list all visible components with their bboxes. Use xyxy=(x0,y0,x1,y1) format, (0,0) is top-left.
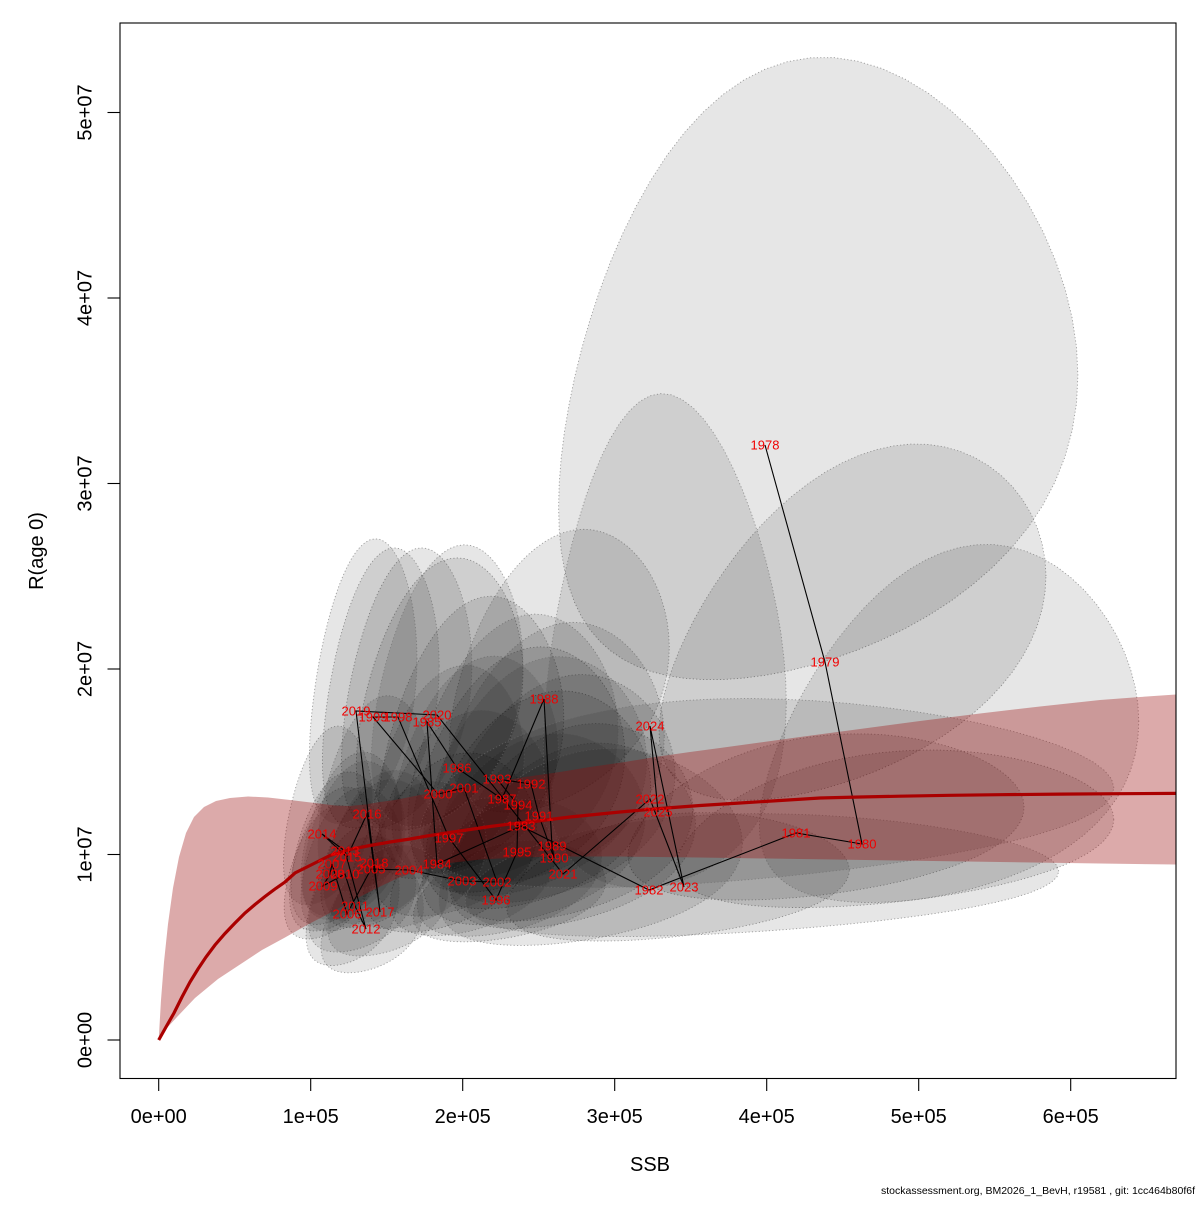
svg-text:1995: 1995 xyxy=(503,845,532,860)
svg-text:2024: 2024 xyxy=(636,719,665,734)
svg-text:2004: 2004 xyxy=(395,863,424,878)
svg-text:2014: 2014 xyxy=(308,827,337,842)
svg-text:1999: 1999 xyxy=(359,710,388,725)
svg-text:2017: 2017 xyxy=(366,905,395,920)
svg-text:1987: 1987 xyxy=(488,792,517,807)
svg-text:1e+05: 1e+05 xyxy=(283,1106,339,1128)
svg-text:2002: 2002 xyxy=(483,875,512,890)
svg-text:2021: 2021 xyxy=(549,867,578,882)
svg-text:2018: 2018 xyxy=(360,856,389,871)
svg-text:1991: 1991 xyxy=(525,809,554,824)
svg-text:3e+05: 3e+05 xyxy=(587,1106,643,1128)
svg-text:1985: 1985 xyxy=(413,715,442,730)
svg-text:1992: 1992 xyxy=(517,777,546,792)
svg-text:2005: 2005 xyxy=(357,862,386,877)
svg-text:stockassessment.org, BM2026_1_: stockassessment.org, BM2026_1_BevH, r195… xyxy=(881,1185,1195,1197)
svg-text:2011: 2011 xyxy=(341,899,369,914)
svg-text:1996: 1996 xyxy=(482,893,511,908)
svg-text:1989: 1989 xyxy=(538,839,567,854)
svg-text:1984: 1984 xyxy=(423,857,452,872)
svg-text:2019: 2019 xyxy=(342,704,371,719)
svg-text:2023: 2023 xyxy=(670,880,699,895)
svg-text:3e+07: 3e+07 xyxy=(75,455,97,511)
svg-text:1983: 1983 xyxy=(507,819,536,834)
svg-text:1993: 1993 xyxy=(483,772,512,787)
svg-text:1997: 1997 xyxy=(435,831,464,846)
svg-text:1998: 1998 xyxy=(384,710,413,725)
svg-text:2010: 2010 xyxy=(331,867,360,882)
svg-text:4e+07: 4e+07 xyxy=(75,270,97,326)
svg-text:2008: 2008 xyxy=(316,867,345,882)
svg-text:1988: 1988 xyxy=(530,692,559,707)
svg-text:2022: 2022 xyxy=(636,792,665,807)
svg-text:1980: 1980 xyxy=(848,837,877,852)
svg-text:2012: 2012 xyxy=(352,922,381,937)
svg-text:2007: 2007 xyxy=(318,857,347,872)
svg-text:2009: 2009 xyxy=(309,879,338,894)
svg-text:2016: 2016 xyxy=(353,807,382,822)
svg-text:2003: 2003 xyxy=(448,874,477,889)
svg-text:SSB: SSB xyxy=(630,1154,670,1176)
svg-text:2020: 2020 xyxy=(423,708,452,723)
svg-text:1986: 1986 xyxy=(443,761,472,776)
svg-text:2e+05: 2e+05 xyxy=(435,1106,491,1128)
svg-text:2006: 2006 xyxy=(333,907,362,922)
svg-text:5e+05: 5e+05 xyxy=(891,1106,947,1128)
svg-text:0e+00: 0e+00 xyxy=(75,1012,97,1068)
svg-text:1994: 1994 xyxy=(504,798,533,813)
svg-text:R(age 0): R(age 0) xyxy=(26,512,48,590)
svg-text:2e+07: 2e+07 xyxy=(75,641,97,697)
svg-text:4e+05: 4e+05 xyxy=(739,1106,795,1128)
svg-text:1978: 1978 xyxy=(751,438,780,453)
svg-text:2000: 2000 xyxy=(424,787,453,802)
svg-text:1981: 1981 xyxy=(782,826,811,841)
svg-text:2015: 2015 xyxy=(333,850,362,865)
svg-text:2013: 2013 xyxy=(331,844,360,859)
svg-text:1990: 1990 xyxy=(540,851,569,866)
svg-text:6e+05: 6e+05 xyxy=(1043,1106,1099,1128)
svg-text:5e+07: 5e+07 xyxy=(75,84,97,140)
svg-text:2001: 2001 xyxy=(450,781,479,796)
svg-text:1982: 1982 xyxy=(635,883,664,898)
svg-text:2025: 2025 xyxy=(644,805,673,820)
svg-text:1e+07: 1e+07 xyxy=(75,826,97,882)
svg-text:0e+00: 0e+00 xyxy=(131,1106,187,1128)
svg-text:1979: 1979 xyxy=(811,655,840,670)
